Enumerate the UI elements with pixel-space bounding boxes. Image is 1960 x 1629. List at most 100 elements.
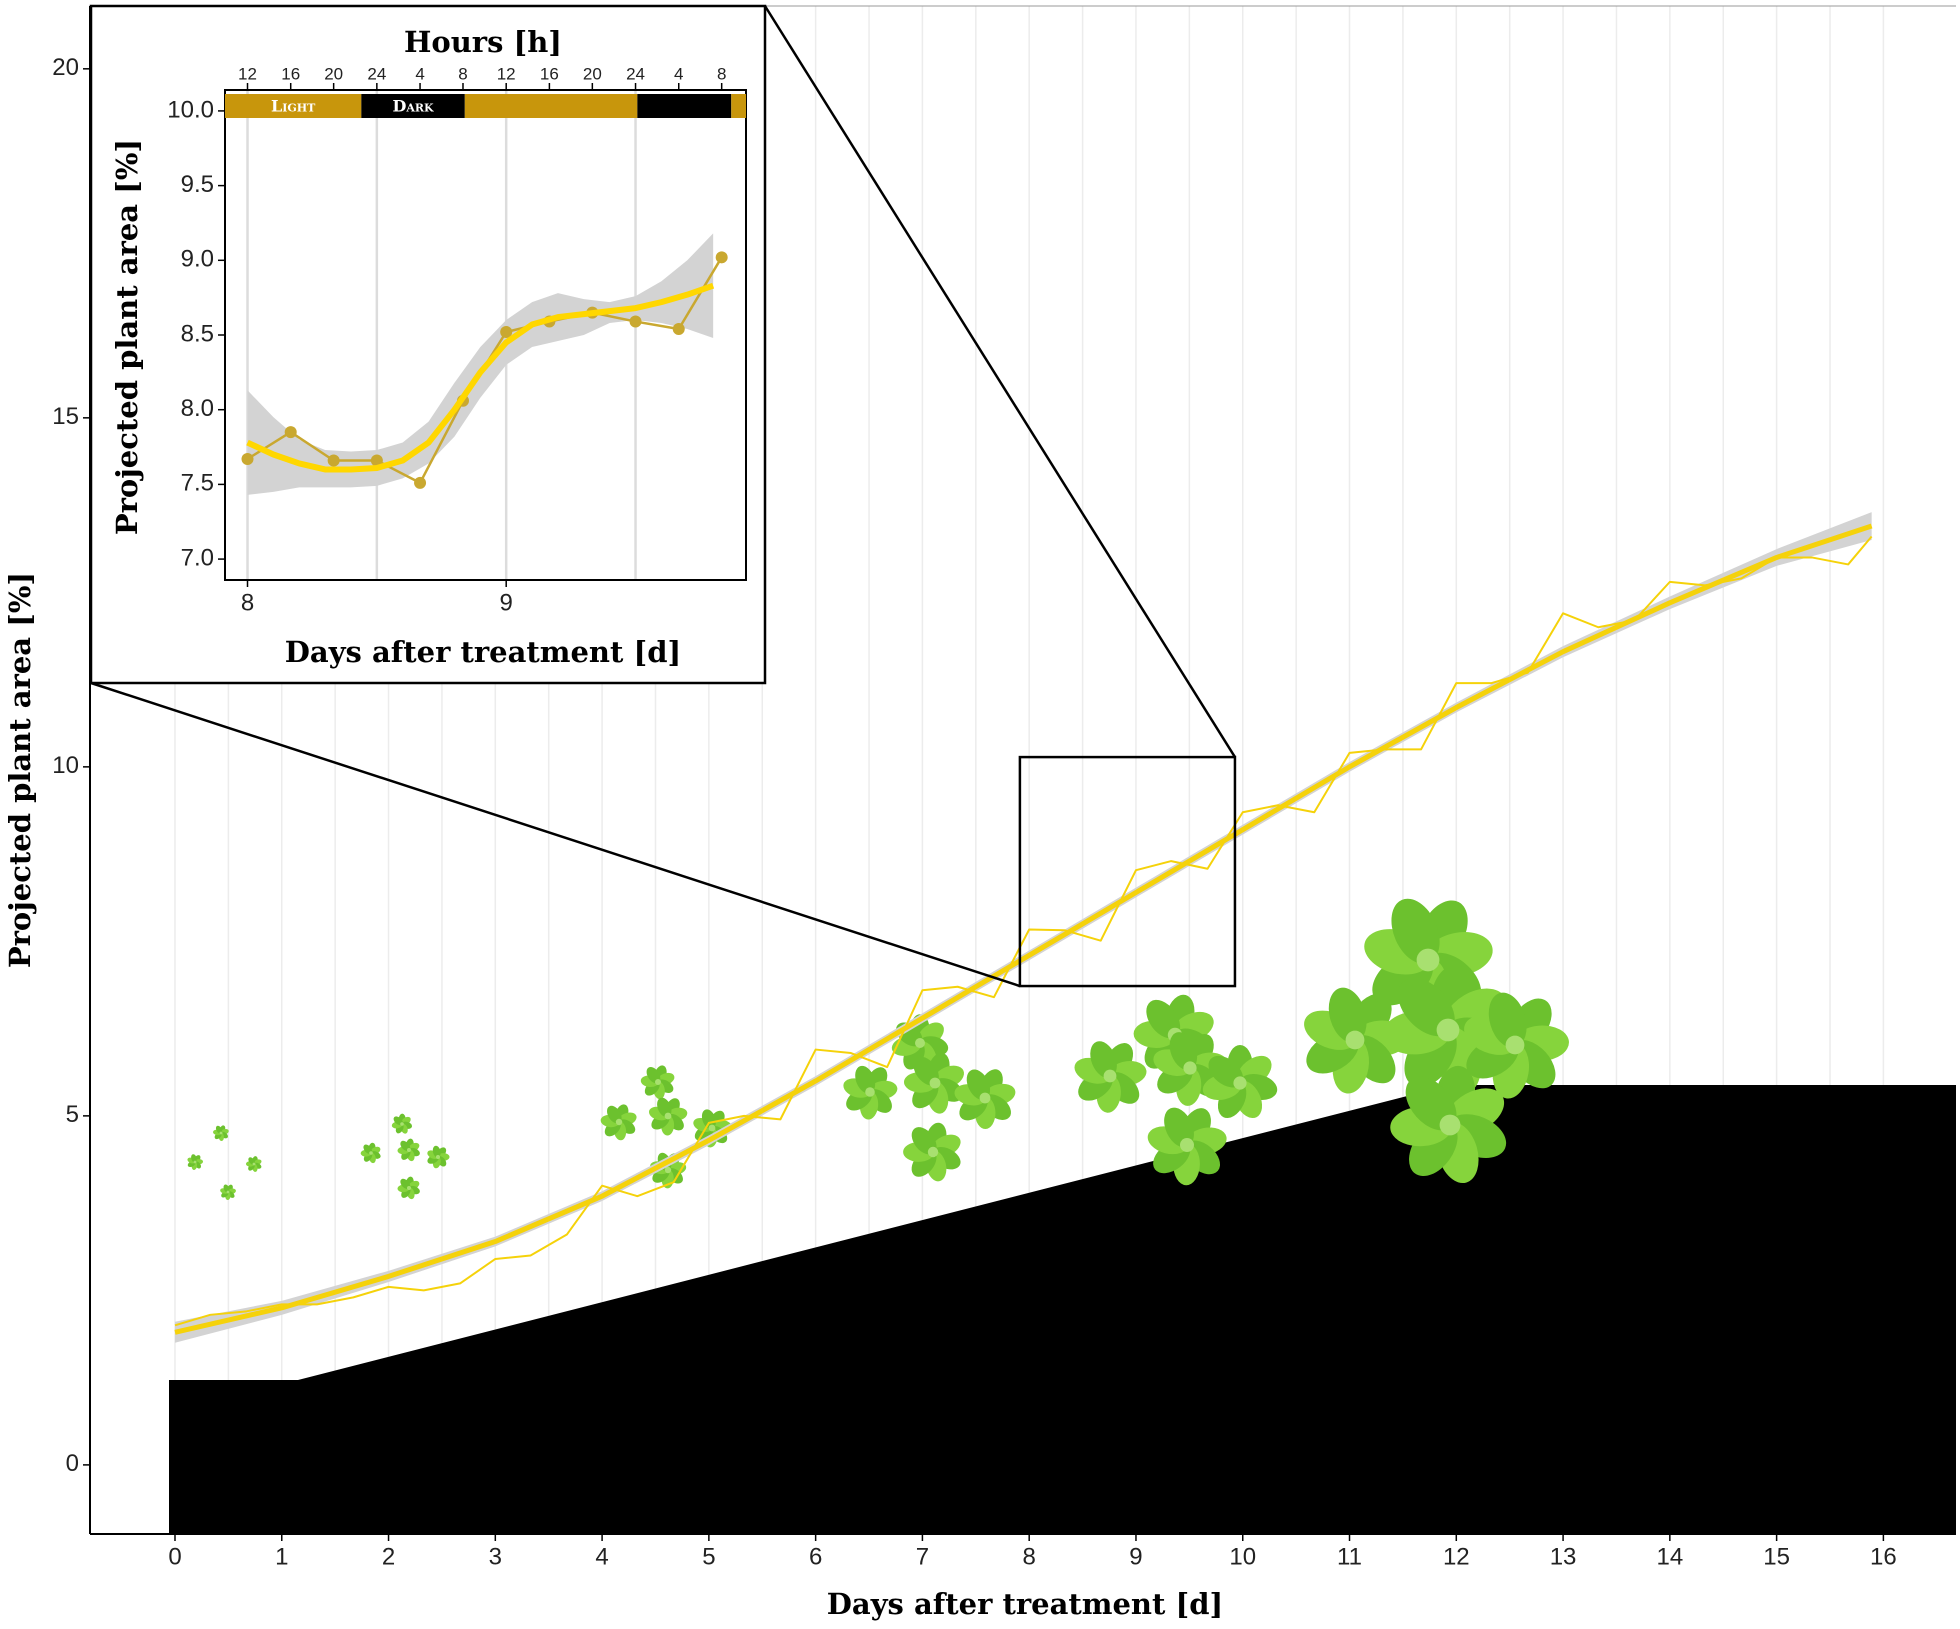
inset-frame: [89, 4, 767, 685]
confidence-band: [174, 512, 1872, 1343]
plant-leaf: [215, 1125, 223, 1134]
x2-tick-label: 20: [324, 64, 343, 83]
plant-leaf: [1328, 987, 1367, 1043]
plant-center: [915, 1038, 925, 1048]
x2-tick-label: 24: [626, 64, 645, 83]
plant-center: [655, 1079, 661, 1085]
zoom-connector: [763, 5, 1237, 758]
plant-center: [927, 1146, 939, 1158]
x-tick-label: 11: [1337, 1543, 1362, 1570]
zoom-box: [1018, 755, 1237, 988]
plant-leaf: [1164, 1107, 1194, 1148]
plant-center: [1436, 1018, 1460, 1042]
x-axis-title: Days after treatment [d]: [827, 1587, 1223, 1621]
data-line: [174, 523, 1873, 1335]
data-point: [370, 454, 383, 467]
inset-chart: Light Dark 12 16 20 24 4 8 12 16 20 24 4 8 7.0 7.5 8.0 8.…: [167, 64, 747, 616]
data-line: [246, 282, 715, 473]
plant-center: [407, 1148, 411, 1152]
x-tick-label: 3: [489, 1543, 502, 1570]
y-tick-label: 20: [52, 54, 79, 81]
x-tick-label: 1: [275, 1543, 288, 1570]
plant-center: [929, 1077, 941, 1089]
inset-x2-axis-title: Hours [h]: [404, 25, 562, 59]
plant-center: [979, 1092, 991, 1104]
y-tick-label: 0: [66, 1450, 79, 1477]
data-point: [500, 326, 513, 339]
x-tick-label: 14: [1656, 1543, 1683, 1570]
y-tick-label: 8.0: [181, 395, 214, 422]
x-tick-label: 15: [1763, 1543, 1790, 1570]
plant-center: [369, 1151, 373, 1155]
plant-leaf: [191, 1154, 197, 1163]
plant-leaf: [855, 1065, 876, 1094]
plant-leaf: [1090, 1041, 1117, 1079]
x-tick-label: 9: [500, 589, 513, 616]
plant-center: [407, 1186, 411, 1190]
x-tick-label: 2: [382, 1543, 395, 1570]
x-tick-label: 13: [1550, 1543, 1577, 1570]
plant-leaf: [1391, 898, 1440, 964]
plant-center: [1180, 1138, 1194, 1152]
y-tick-label: 8.5: [181, 320, 214, 347]
plant-center: [436, 1155, 440, 1159]
photo-background: [169, 1085, 1956, 1534]
period-label: Dark: [393, 97, 435, 116]
plant-leaf: [701, 1109, 716, 1130]
x-tick-label: 12: [1443, 1543, 1470, 1570]
x2-tick-label: 4: [415, 64, 424, 83]
x2-tick-label: 24: [367, 64, 386, 83]
plant-center: [708, 1124, 716, 1132]
data-point: [715, 251, 728, 264]
light-dark-period: [361, 94, 465, 118]
y-tick-label: 5: [66, 1101, 79, 1128]
y-tick-label: 7.5: [181, 470, 214, 497]
x-tick-label: 10: [1229, 1543, 1256, 1570]
plant-leaf: [966, 1069, 991, 1100]
plant-leaf: [1488, 992, 1527, 1048]
plant-leaf: [223, 1184, 230, 1193]
x-tick-label: 8: [241, 589, 254, 616]
plant-center: [1416, 948, 1440, 972]
y-tick-label: 7.0: [181, 544, 214, 571]
x-tick-label: 9: [1129, 1543, 1142, 1570]
plant-leaf: [646, 1066, 661, 1084]
light-dark-period: [464, 94, 638, 118]
plant-leaf: [1169, 1032, 1198, 1071]
plant-center: [1103, 1069, 1117, 1083]
x-tick-label: 4: [595, 1543, 608, 1570]
inset-x-axis-title: Days after treatment [d]: [285, 635, 681, 669]
confidence-band: [247, 233, 714, 495]
y-tick-label: 10.0: [167, 96, 214, 123]
light-dark-period: [731, 94, 746, 118]
plant-center: [865, 1087, 875, 1097]
data-point: [629, 315, 642, 328]
y-tick-label: 15: [52, 403, 79, 430]
zoom-connector: [90, 681, 1021, 988]
y-axis-title: Projected plant area [%]: [3, 572, 37, 968]
plant-center: [1505, 1035, 1525, 1055]
x2-tick-label: 12: [497, 64, 516, 83]
plant-center: [193, 1160, 197, 1164]
plant-center: [400, 1122, 404, 1126]
plant-leaf: [607, 1105, 622, 1124]
plant-center: [252, 1162, 256, 1166]
plant-leaf: [432, 1145, 441, 1158]
period-label: Light: [271, 97, 316, 116]
x-tick-label: 0: [168, 1543, 181, 1570]
y-tick-label: 9.0: [181, 246, 214, 273]
plant-center: [226, 1190, 230, 1194]
y-tick-label: 10: [52, 752, 79, 779]
data-line: [174, 535, 1873, 1327]
data-point: [414, 476, 427, 489]
plant-center: [1439, 1114, 1461, 1136]
plant-center: [615, 1118, 623, 1126]
x-tick-label: 8: [1023, 1543, 1036, 1570]
light-dark-period: [225, 94, 362, 118]
x-tick-label: 16: [1870, 1543, 1897, 1570]
x2-tick-label: 8: [458, 64, 467, 83]
y-tick-label: 9.5: [181, 171, 214, 198]
plant-center: [1233, 1076, 1247, 1090]
